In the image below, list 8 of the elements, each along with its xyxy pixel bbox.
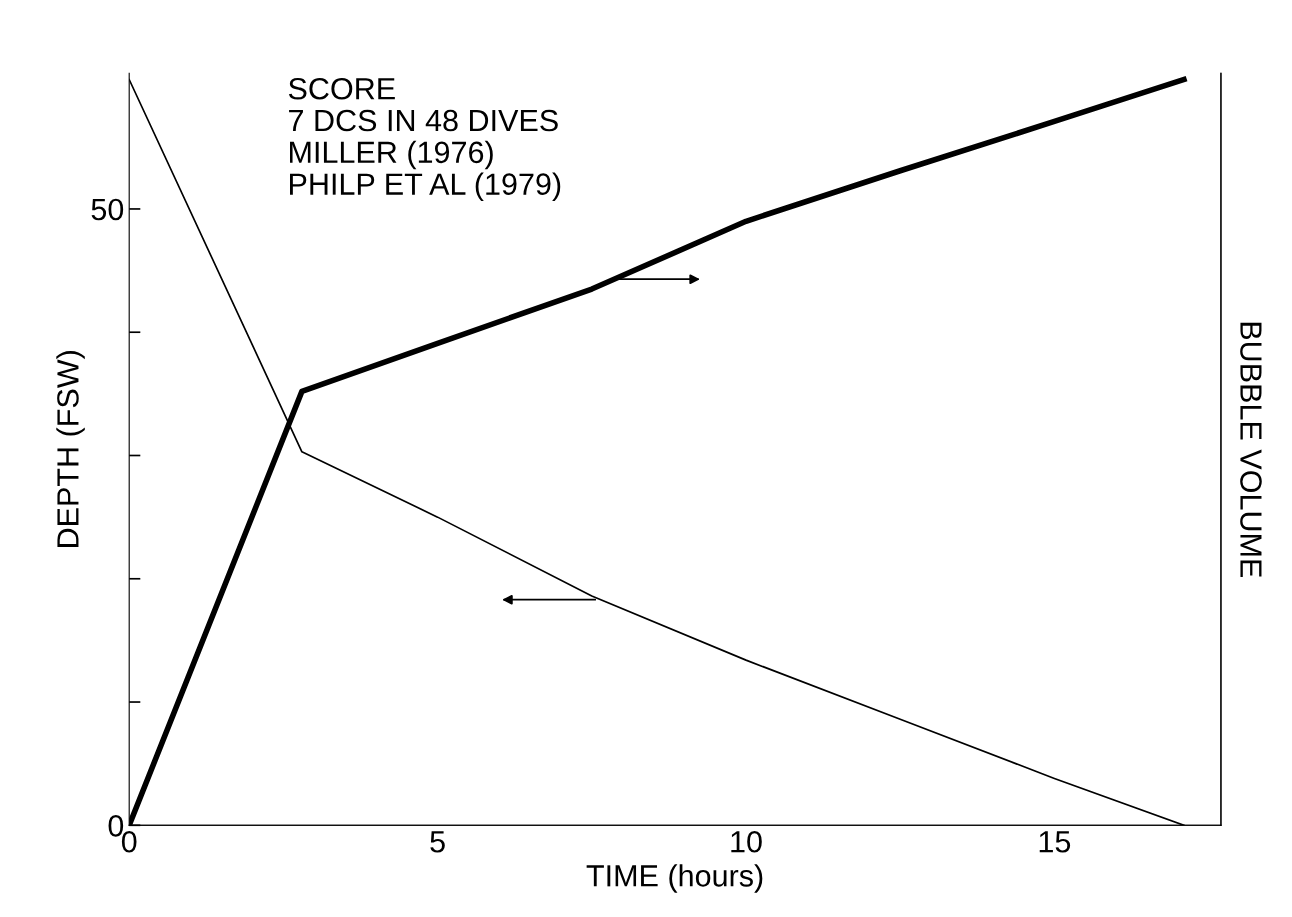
annotation: SCORE 7 DCS IN 48 DIVES MILLER (1976) PHILP ET AL (1979) — [288, 77, 561, 201]
x-tick-label: 5 — [430, 831, 445, 853]
x-tick-label: 15 — [1039, 831, 1071, 853]
y-axis-title: DEPTH (FSW) — [56, 351, 85, 547]
y2-axis-title: BUBBLE VOLUME — [1240, 322, 1262, 578]
x-tick-label: 10 — [731, 830, 762, 853]
x-axis-title: TIME (hours) — [586, 864, 763, 893]
y-tick-label: 50 — [91, 198, 124, 221]
